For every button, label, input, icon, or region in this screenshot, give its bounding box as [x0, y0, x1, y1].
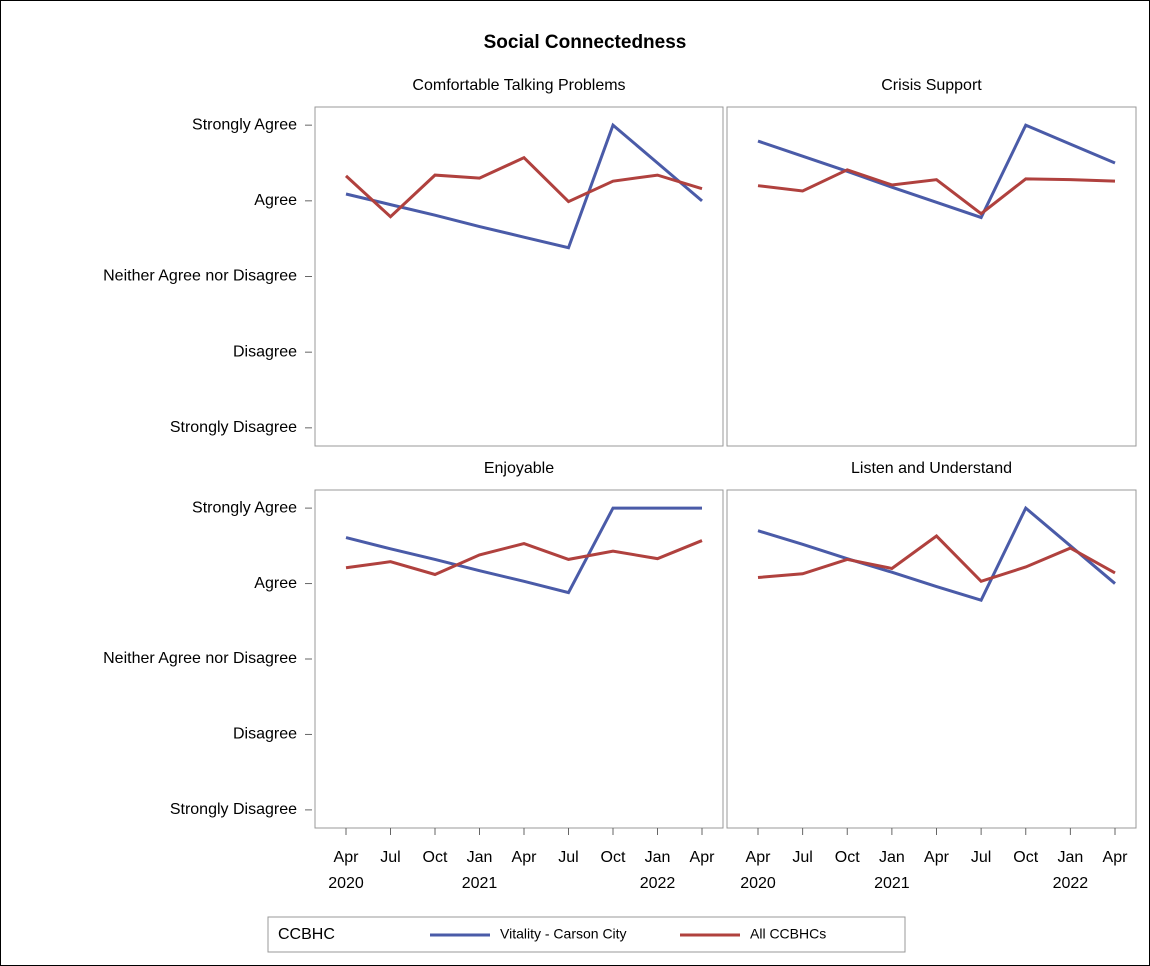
x-tick-label: Apr — [334, 849, 360, 866]
x-tick-label: Apr — [924, 849, 950, 866]
x-tick-label: Apr — [746, 849, 772, 866]
x-tick-label: Jul — [558, 849, 578, 866]
panel-title: Enjoyable — [484, 460, 554, 477]
y-tick-label: Strongly Agree — [192, 499, 297, 516]
panel-title: Crisis Support — [881, 77, 982, 94]
y-tick-label: Agree — [254, 192, 297, 209]
x-tick-label: Apr — [512, 849, 538, 866]
plot-area — [314, 106, 724, 447]
chart-title: Social Connectedness — [484, 32, 687, 53]
x-tick-label: Jan — [467, 849, 493, 866]
x-tick-label: Apr — [690, 849, 716, 866]
x-year-label: 2021 — [874, 875, 910, 892]
plot-area — [726, 106, 1137, 447]
x-tick-label: Oct — [835, 849, 860, 866]
plot-area — [314, 489, 724, 829]
x-year-label: 2022 — [640, 875, 676, 892]
legend-box — [267, 916, 906, 953]
y-tick-label: Strongly Disagree — [170, 801, 297, 818]
y-tick-label: Neither Agree nor Disagree — [103, 268, 297, 285]
series-line — [344, 155, 703, 219]
series-line — [757, 168, 1116, 216]
x-tick-label: Jan — [645, 849, 671, 866]
series-line — [757, 123, 1116, 220]
x-tick-label: Jul — [971, 849, 991, 866]
y-tick-label: Disagree — [233, 343, 297, 360]
panel-title: Listen and Understand — [851, 460, 1012, 477]
x-tick-label: Jan — [1057, 849, 1083, 866]
y-tick-label: Strongly Disagree — [170, 419, 297, 436]
x-tick-label: Oct — [601, 849, 626, 866]
x-year-label: 2020 — [328, 875, 364, 892]
x-year-label: 2021 — [462, 875, 498, 892]
y-tick-label: Agree — [254, 575, 297, 592]
x-year-label: 2020 — [740, 875, 776, 892]
y-tick-label: Disagree — [233, 726, 297, 743]
legend-label: Vitality - Carson City — [500, 926, 627, 942]
x-tick-label: Jul — [380, 849, 400, 866]
panel-title: Comfortable Talking Problems — [412, 77, 625, 94]
x-tick-label: Oct — [1013, 849, 1038, 866]
y-tick-label: Strongly Agree — [192, 116, 297, 133]
plot-area — [726, 489, 1137, 829]
legend-title: CCBHC — [278, 926, 335, 943]
y-tick-label: Neither Agree nor Disagree — [103, 650, 297, 667]
series-line — [345, 539, 703, 577]
x-tick-label: Jan — [879, 849, 905, 866]
x-year-label: 2022 — [1053, 875, 1089, 892]
x-tick-label: Apr — [1103, 849, 1129, 866]
series-line — [345, 506, 702, 595]
series-line — [345, 122, 703, 250]
x-tick-label: Oct — [423, 849, 448, 866]
legend-label: All CCBHCs — [750, 926, 826, 942]
x-tick-label: Jul — [792, 849, 812, 866]
series-line — [757, 534, 1116, 584]
series-line — [757, 505, 1116, 602]
